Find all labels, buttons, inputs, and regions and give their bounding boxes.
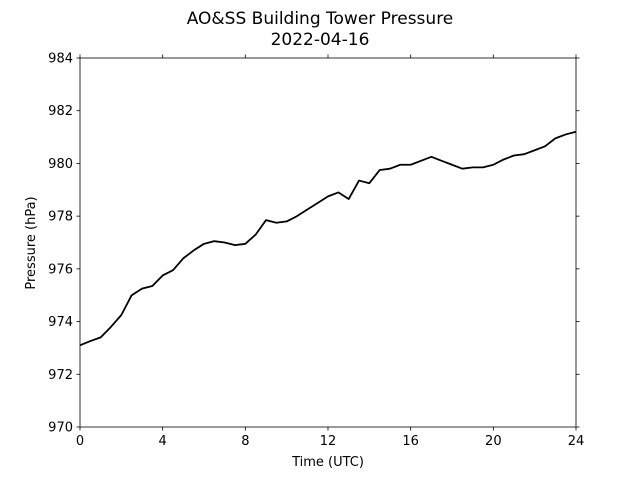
y-tick-label: 972 [48, 368, 73, 383]
x-tick-label: 8 [241, 434, 249, 449]
y-tick-label: 970 [48, 421, 73, 436]
y-tick-label: 978 [48, 210, 73, 225]
data-line [79, 130, 577, 347]
x-tick-label: 16 [402, 434, 419, 449]
x-axis-label: Time (UTC) [291, 455, 364, 470]
x-tick-label: 12 [320, 434, 337, 449]
y-tick-label: 976 [48, 262, 73, 277]
x-tick-label: 20 [485, 434, 502, 449]
x-tick-label: 4 [159, 434, 167, 449]
y-axis-label: Pressure (hPa) [24, 196, 39, 289]
x-tick-label: 24 [568, 434, 585, 449]
chart-subtitle: 2022-04-16 [271, 30, 370, 50]
x-tick-label: 0 [76, 434, 84, 449]
y-tick-label: 980 [48, 157, 73, 172]
y-tick-label: 984 [48, 52, 73, 67]
y-tick-label: 982 [48, 104, 73, 119]
y-tick-label: 974 [48, 315, 73, 330]
chart-title: AO&SS Building Tower Pressure [187, 9, 454, 29]
